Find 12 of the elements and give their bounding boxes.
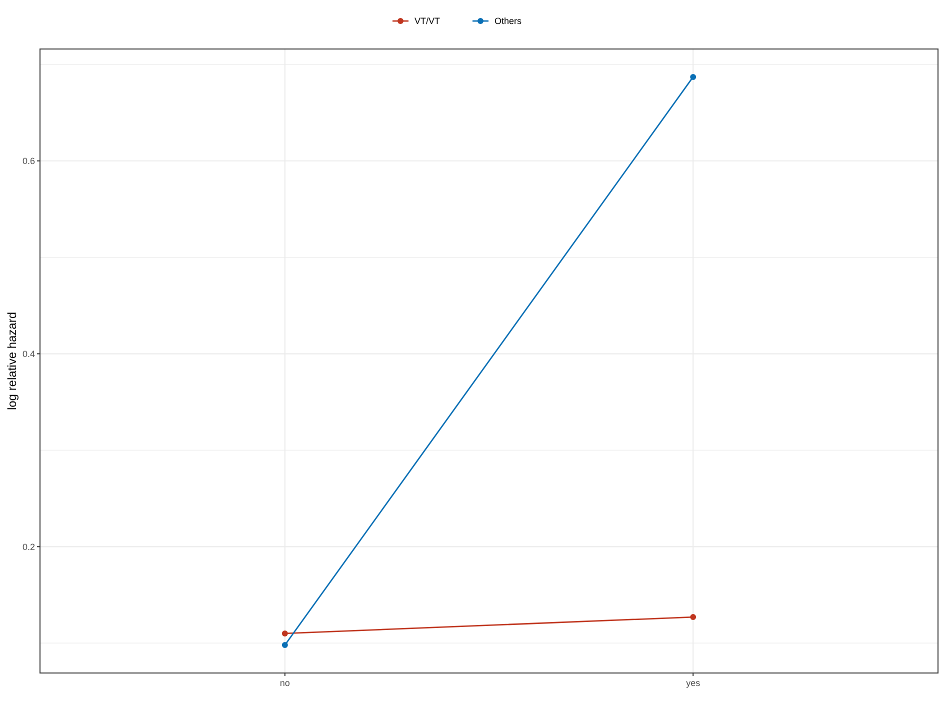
y-tick-label: 0.6 (22, 156, 35, 166)
point (282, 642, 288, 648)
x-tick-label: no (280, 678, 290, 688)
point (690, 74, 696, 80)
y-tick-label: 0.2 (22, 542, 35, 552)
legend-label: VT/VT (414, 16, 441, 26)
x-tick-label: yes (686, 678, 701, 688)
y-tick-label: 0.4 (22, 348, 35, 359)
y-axis-title: log relative hazard (5, 312, 19, 410)
point (690, 614, 696, 620)
point (282, 630, 288, 636)
legend-label: Others (494, 16, 522, 26)
